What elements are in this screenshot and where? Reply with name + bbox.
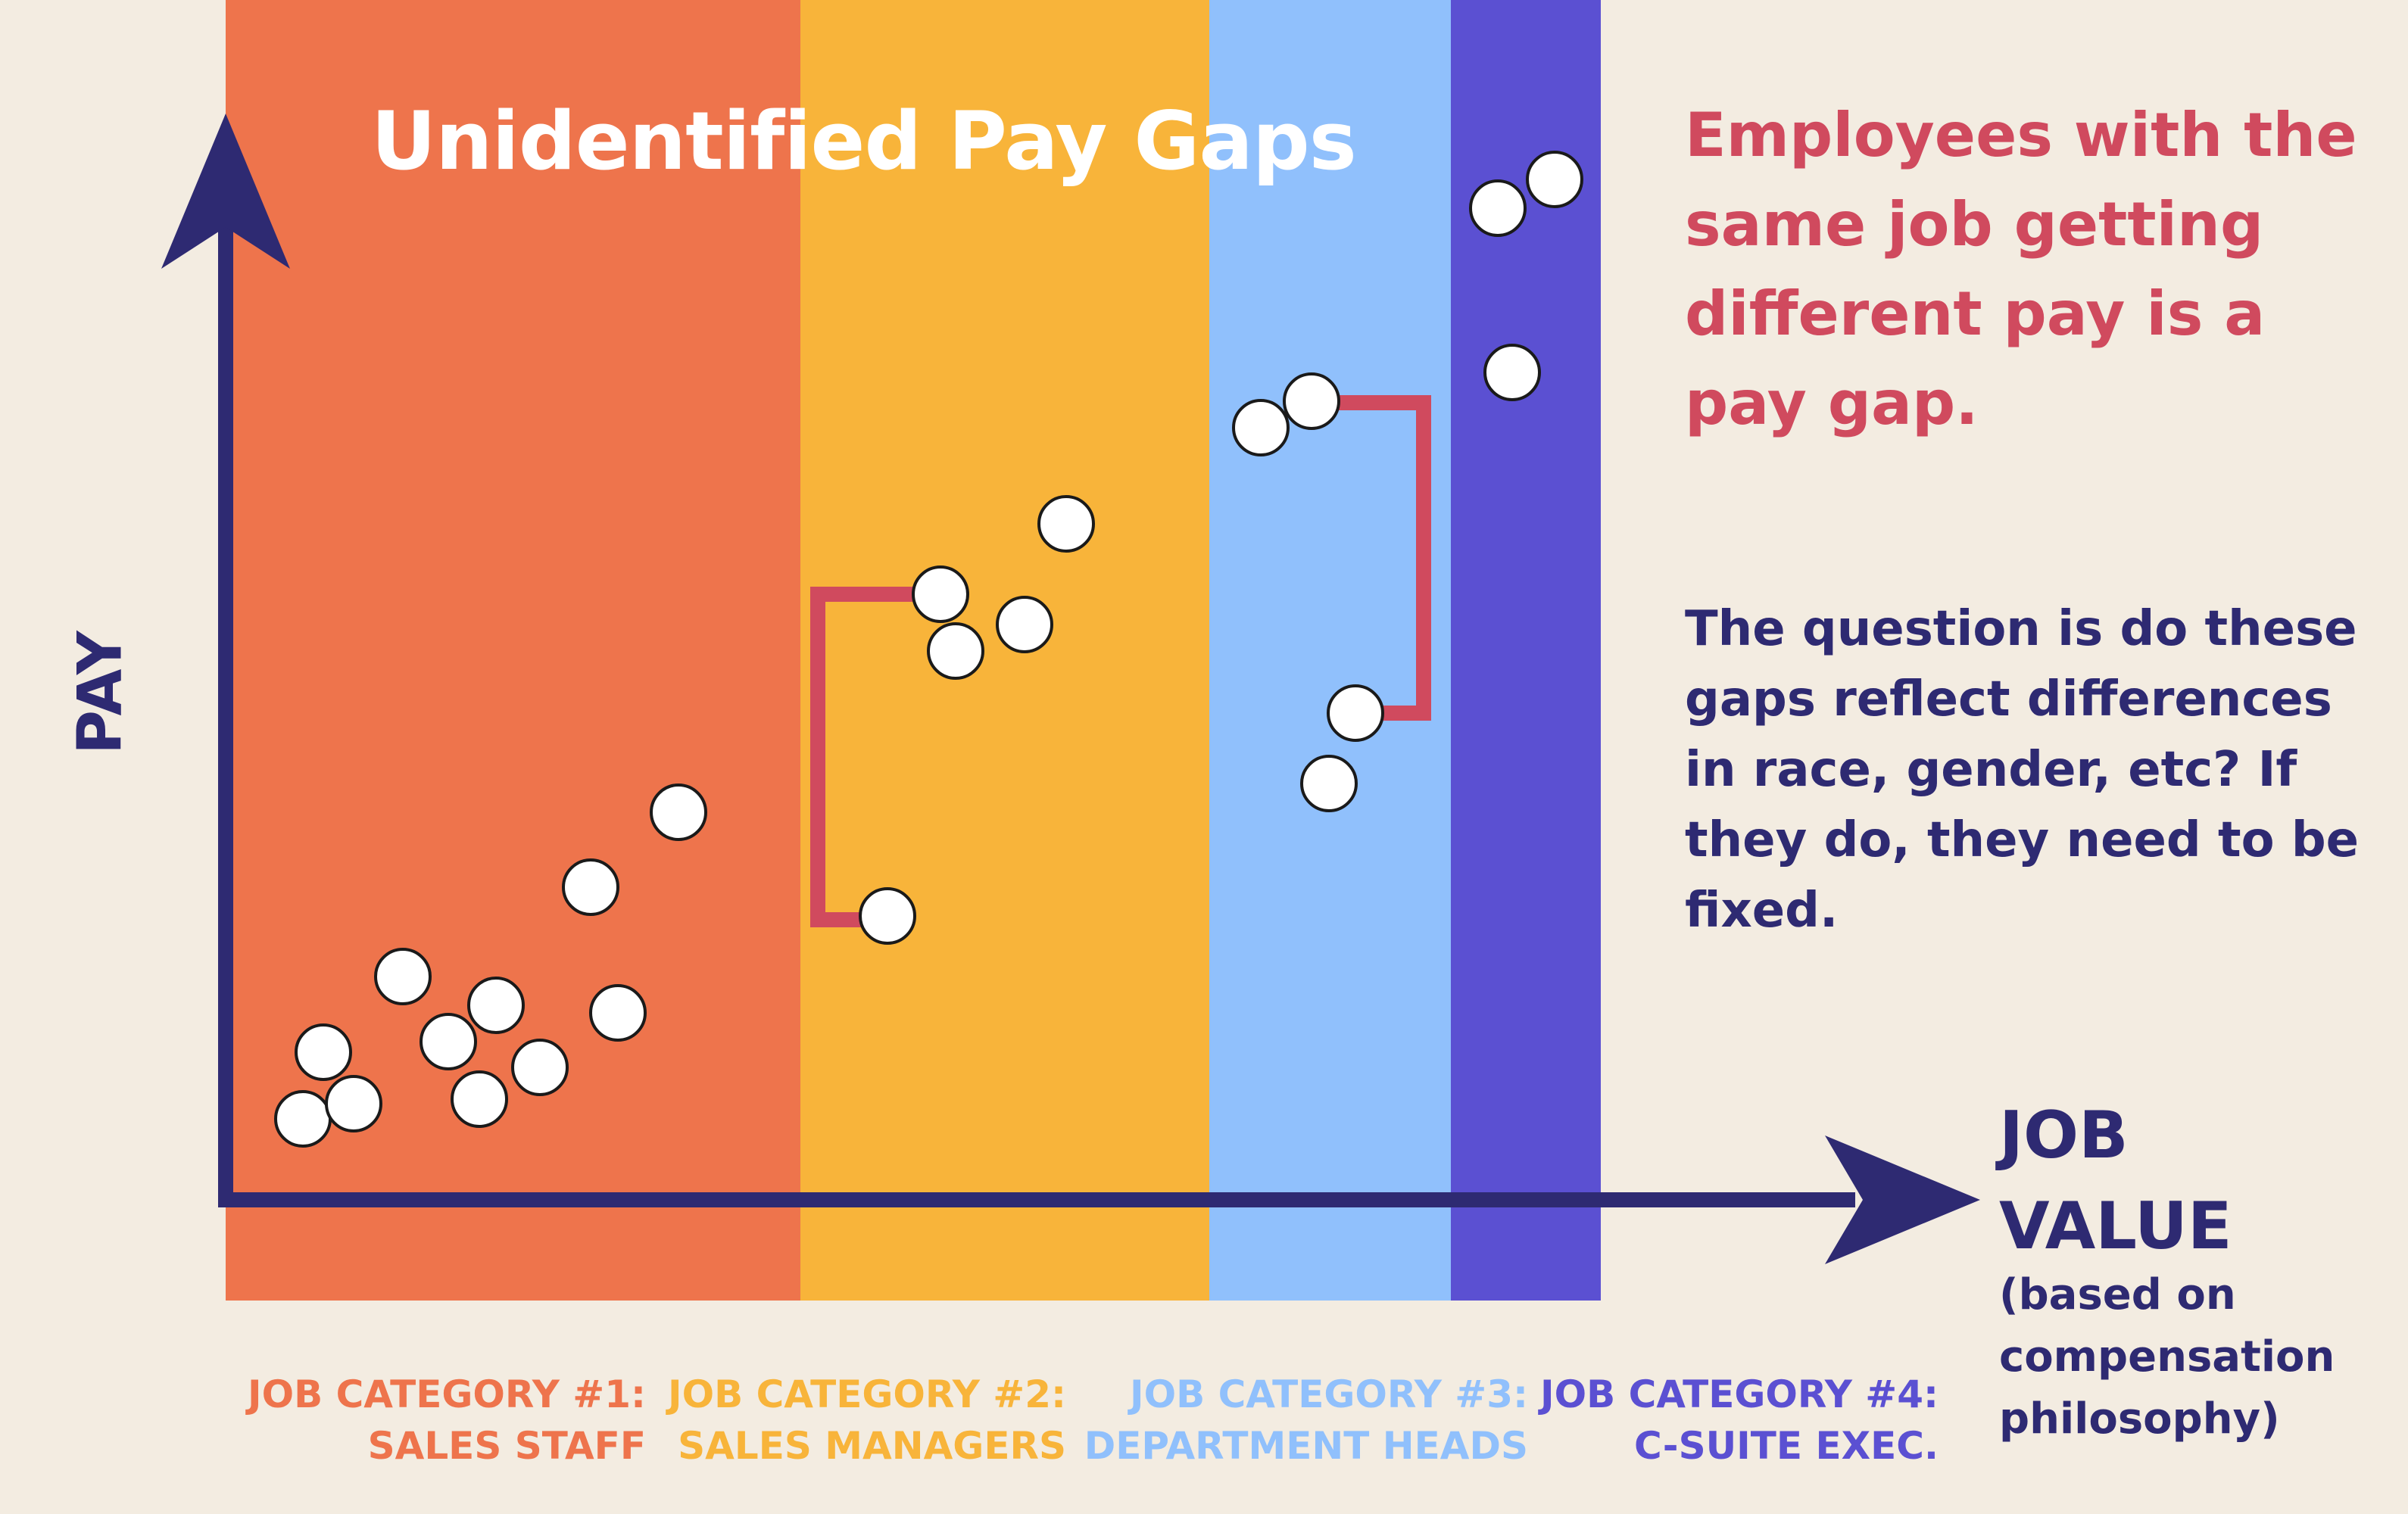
job-category-2-name: SALES MANAGERS xyxy=(678,1424,1066,1468)
employee-dot xyxy=(511,1039,569,1096)
employee-dot xyxy=(374,948,432,1005)
employee-dot xyxy=(274,1090,332,1148)
job-category-1-name: SALES STAFF xyxy=(367,1424,646,1468)
employee-dot xyxy=(562,858,619,916)
diagram-title: Unidentified Pay Gaps xyxy=(371,95,1357,188)
employee-dot xyxy=(295,1023,352,1081)
employee-dot xyxy=(996,596,1053,653)
employee-dot xyxy=(912,565,969,623)
job-category-4-number: JOB CATEGORY #4: xyxy=(1539,1372,1939,1416)
employee-dot xyxy=(927,622,984,680)
employee-dot xyxy=(1232,399,1290,456)
employee-dot xyxy=(859,887,916,945)
employee-dot xyxy=(451,1070,508,1128)
job-category-3-label: JOB CATEGORY #3: DEPARTMENT HEADS xyxy=(1084,1369,1528,1472)
x-axis-title: JOB VALUE xyxy=(1999,1098,2232,1264)
pay-gap-definition: Employees with the same job getting diff… xyxy=(1685,100,2357,438)
band-job-category-1 xyxy=(226,0,800,1301)
employee-dot xyxy=(325,1075,382,1132)
band-job-category-2 xyxy=(800,0,1209,1301)
employee-dot xyxy=(650,783,707,841)
job-category-4-label: JOB CATEGORY #4: C-SUITE EXEC. xyxy=(1540,1369,1939,1472)
employee-dot xyxy=(1037,495,1095,553)
x-axis-subtitle: (based on compensation philosophy) xyxy=(1999,1270,2335,1444)
employee-dot xyxy=(1469,179,1527,237)
pay-gap-question: The question is do these gaps reflect di… xyxy=(1685,601,2360,939)
x-axis-arrowhead xyxy=(1825,1136,1980,1264)
y-axis-label: PAY xyxy=(64,631,136,755)
employee-dot xyxy=(1283,372,1340,430)
y-axis-arrowhead xyxy=(161,114,290,269)
job-category-4-name: C-SUITE EXEC. xyxy=(1633,1424,1939,1468)
pay-gap-bracket-sales-managers xyxy=(810,587,939,927)
employee-dot xyxy=(589,984,647,1042)
employee-dot xyxy=(1526,151,1583,208)
employee-dots xyxy=(274,151,1583,1148)
employee-dot xyxy=(467,977,525,1034)
employee-dot xyxy=(1483,344,1541,401)
job-category-3-name: DEPARTMENT HEADS xyxy=(1084,1424,1528,1468)
job-category-1-number: JOB CATEGORY #1: xyxy=(247,1372,646,1416)
job-category-2-label: JOB CATEGORY #2: SALES MANAGERS xyxy=(668,1369,1066,1472)
employee-dot xyxy=(1327,684,1384,742)
band-job-category-3 xyxy=(1209,0,1451,1301)
job-category-3-number: JOB CATEGORY #3: xyxy=(1129,1372,1528,1416)
pay-gap-bracket-department-heads xyxy=(1310,395,1431,721)
job-category-2-number: JOB CATEGORY #2: xyxy=(667,1372,1066,1416)
employee-dot xyxy=(1300,755,1358,812)
job-category-1-label: JOB CATEGORY #1: SALES STAFF xyxy=(248,1369,646,1472)
employee-dot xyxy=(420,1013,477,1070)
